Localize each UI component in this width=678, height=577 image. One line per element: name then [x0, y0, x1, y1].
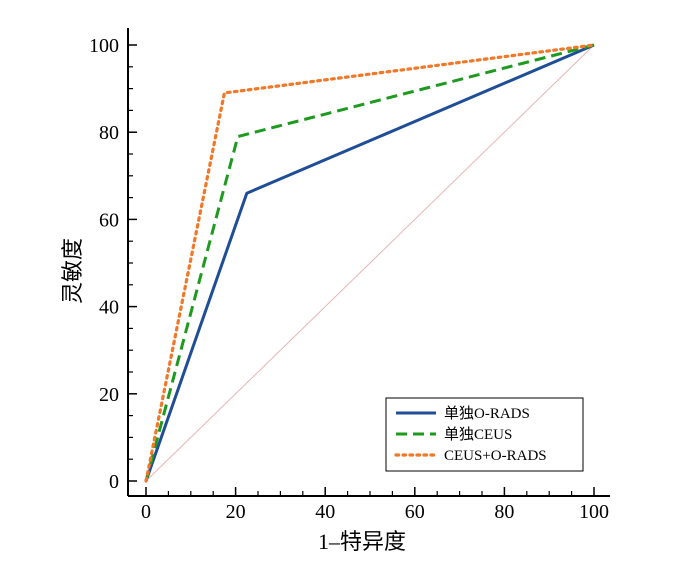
y-ticks: 0 20 40 60 80 100 — [89, 35, 137, 493]
x-axis-title: 1–特异度 — [318, 529, 406, 554]
x-tick-label: 80 — [494, 501, 514, 523]
series-layer — [144, 43, 596, 483]
y-tick-label: 100 — [89, 35, 119, 57]
x-ticks: 0 20 40 60 80 100 — [141, 487, 609, 523]
y-tick-label: 40 — [99, 297, 119, 319]
reference-diagonal-line — [145, 44, 595, 482]
legend-label: 单独O-RADS — [444, 405, 530, 422]
y-tick-label: 20 — [99, 384, 119, 406]
legend-label: 单独CEUS — [444, 426, 512, 443]
y-tick-label: 0 — [109, 471, 119, 493]
legend-items: 单独O-RADS 单独CEUS CEUS+O-RADS — [394, 405, 547, 464]
y-tick-label: 60 — [99, 209, 119, 231]
x-tick-label: 0 — [141, 501, 151, 523]
legend: 单独O-RADS 单独CEUS CEUS+O-RADS — [385, 397, 584, 472]
x-tick-label: 100 — [579, 501, 609, 523]
y-tick-label: 80 — [99, 122, 119, 144]
x-tick-label: 60 — [405, 501, 425, 523]
legend-label: CEUS+O-RADS — [444, 448, 547, 464]
series-line — [144, 43, 595, 482]
series-line — [144, 43, 596, 483]
x-tick-label: 40 — [315, 501, 335, 523]
x-tick-label: 20 — [226, 501, 246, 523]
axes-layer — [127, 28, 610, 497]
reference-line-layer — [145, 44, 595, 482]
y-axis-title: 灵敏度 — [60, 238, 85, 304]
series-line — [144, 43, 595, 482]
